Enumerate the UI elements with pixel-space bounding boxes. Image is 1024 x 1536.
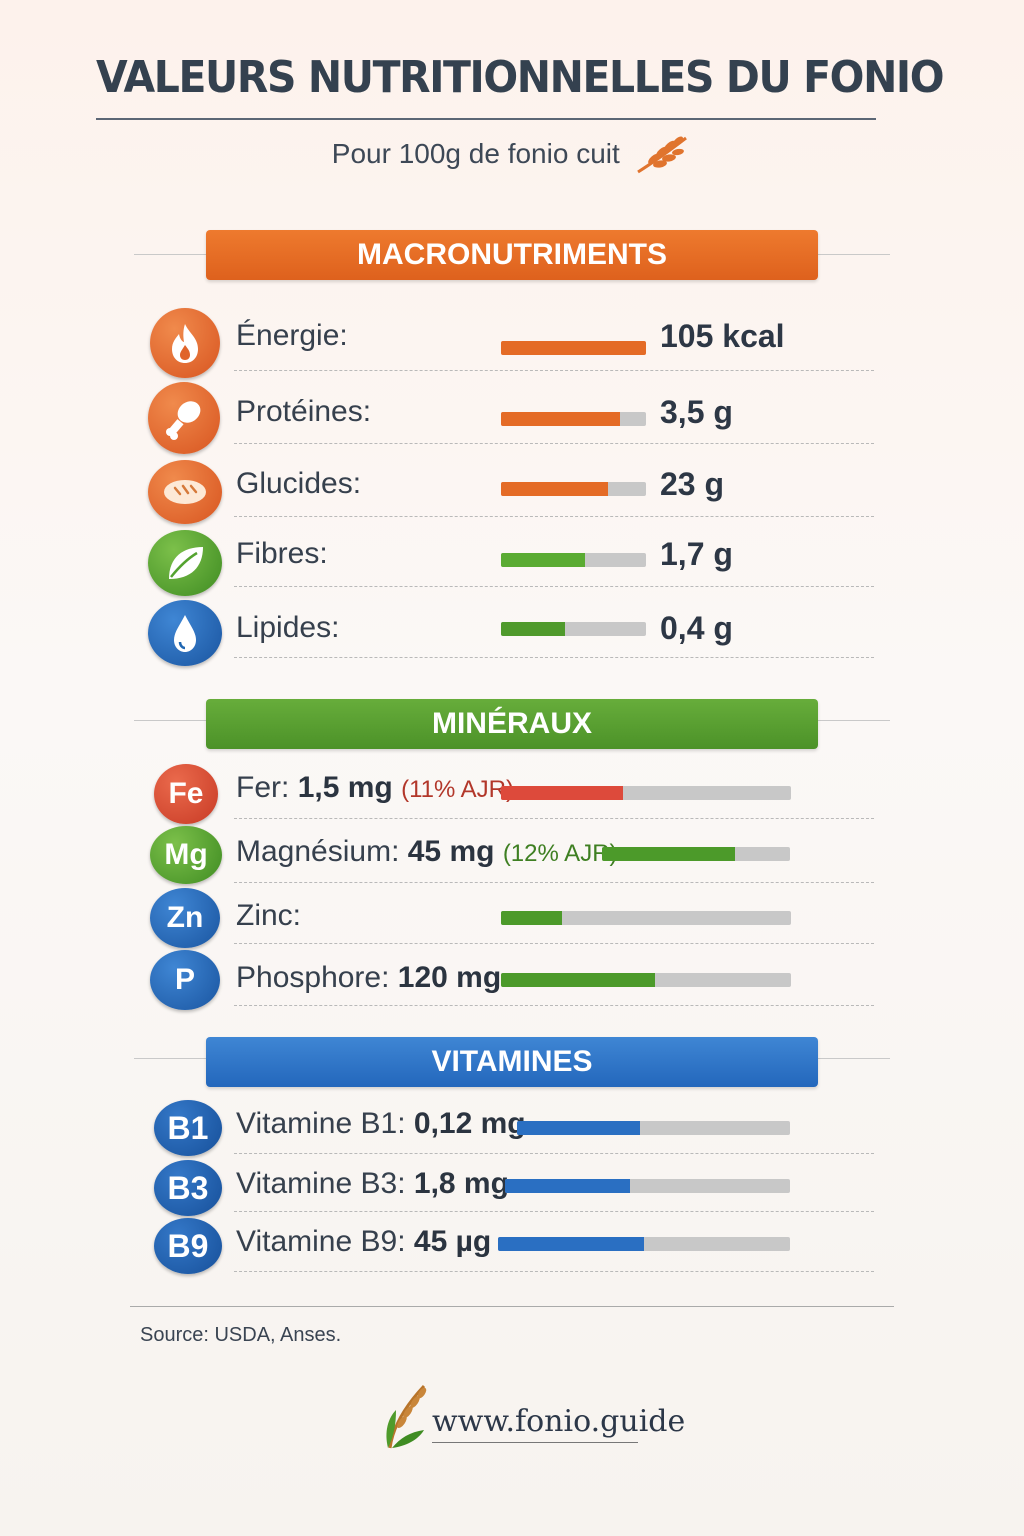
row-separator	[234, 370, 874, 371]
energy-bar	[501, 341, 646, 355]
magnesium-ajr: (12% AJR)	[502, 840, 618, 867]
iron-icon: Fe	[154, 764, 218, 824]
flame-icon	[150, 308, 220, 378]
fonio-logo-icon	[386, 1384, 427, 1449]
vitamin-b1-value: 0,12 mg	[413, 1107, 526, 1140]
carbs-bar-fill	[501, 482, 609, 496]
vitamin-b9-label: Vitamine B9:	[236, 1225, 406, 1258]
lipids-label: Lipides:	[236, 611, 340, 644]
vitamin-b9-row-text: Vitamine B9: 45 µg	[236, 1222, 491, 1262]
carbs-label: Glucides:	[236, 467, 362, 500]
zinc-bar-fill	[501, 911, 562, 925]
vitamin-b1-bar	[517, 1121, 790, 1135]
lipids-bar-fill	[501, 622, 565, 636]
carbs-value: 23 g	[660, 466, 725, 502]
phosphorus-icon: P	[150, 950, 220, 1010]
subtitle: Pour 100g de fonio cuit	[331, 138, 620, 169]
vitamin-b9-icon: B9	[154, 1218, 222, 1274]
phosphorus-bar-fill	[501, 973, 655, 987]
magnesium-row-text: Magnésium: 45 mg (12% AJR)	[236, 832, 618, 874]
zinc-row-text: Zinc:	[236, 896, 301, 936]
iron-value: 1,5 mg	[297, 771, 393, 804]
row-separator	[234, 586, 874, 587]
row-separator	[234, 818, 874, 819]
page-title: VALEURS NUTRITIONNELLES DU FONIO	[96, 52, 945, 103]
leaf-icon	[148, 530, 222, 596]
fiber-bar-fill	[501, 553, 586, 567]
website-underline	[432, 1442, 638, 1443]
energy-label: Énergie:	[236, 319, 348, 352]
vitamin-b1-label: Vitamine B1:	[236, 1107, 406, 1140]
vitamin-b3-bar	[505, 1179, 790, 1193]
iron-label: Fer:	[236, 771, 290, 804]
source-note: Source: USDA, Anses.	[140, 1324, 342, 1346]
website-link[interactable]: www.fonio.guide	[432, 1404, 686, 1439]
iron-ajr: (11% AJR)	[401, 776, 514, 803]
row-separator	[234, 943, 874, 944]
vitamin-b3-row-text: Vitamine B3: 1,8 mg	[236, 1164, 509, 1204]
vitamin-b9-bar	[498, 1237, 790, 1251]
row-separator	[234, 1211, 874, 1212]
macronutrients-banner: MACRONUTRIMENTS	[206, 230, 818, 280]
iron-bar-fill	[501, 786, 623, 800]
phosphorus-value: 120 mg	[397, 961, 502, 994]
fiber-bar	[501, 553, 646, 567]
vitamin-b9-value: 45 µg	[413, 1225, 492, 1258]
vitamin-b1-row-text: Vitamine B1: 0,12 mg	[236, 1104, 526, 1144]
fiber-label: Fibres:	[236, 537, 328, 570]
iron-row-text: Fer: 1,5 mg (11% AJR)	[236, 768, 514, 810]
magnesium-bar	[602, 847, 790, 861]
minerals-banner: MINÉRAUX	[206, 699, 818, 749]
vitamin-b1-icon: B1	[154, 1100, 222, 1156]
energy-bar-fill	[501, 341, 646, 355]
wheat-icon	[637, 136, 688, 174]
footer-divider	[130, 1306, 894, 1307]
phosphorus-bar	[501, 973, 791, 987]
lipids-bar	[501, 622, 646, 636]
drumstick-icon	[148, 382, 220, 454]
energy-value: 105 kcal	[660, 318, 785, 354]
row-separator	[234, 882, 874, 883]
iron-bar	[501, 786, 791, 800]
phosphorus-label: Phosphore:	[236, 961, 390, 994]
lipids-value: 0,4 g	[660, 610, 733, 646]
row-separator	[234, 443, 874, 444]
magnesium-icon: Mg	[150, 826, 222, 884]
proteins-label: Protéines:	[236, 395, 372, 428]
row-separator	[234, 1005, 874, 1006]
vitamin-b1-bar-fill	[517, 1121, 640, 1135]
proteins-value: 3,5 g	[660, 394, 733, 430]
water-drop-icon	[148, 600, 222, 666]
phosphorus-row-text: Phosphore: 120 mg	[236, 958, 501, 998]
magnesium-value: 45 mg	[407, 835, 495, 868]
carbs-bar	[501, 482, 646, 496]
row-separator	[234, 1153, 874, 1154]
zinc-label: Zinc:	[236, 899, 302, 932]
vitamin-b3-icon: B3	[154, 1160, 222, 1216]
vitamin-b9-bar-fill	[498, 1237, 644, 1251]
vitamin-b3-value: 1,8 mg	[413, 1167, 509, 1200]
website-block: www.fonio.guide	[380, 1378, 685, 1449]
title-underline	[96, 118, 876, 120]
zinc-icon: Zn	[150, 888, 220, 948]
proteins-bar	[501, 412, 646, 426]
magnesium-bar-fill	[602, 847, 736, 861]
row-separator	[234, 516, 874, 517]
vitamins-banner: VITAMINES	[206, 1037, 818, 1087]
row-separator	[234, 657, 874, 658]
fiber-value: 1,7 g	[660, 536, 733, 572]
vitamin-b3-bar-fill	[505, 1179, 631, 1193]
vitamin-b3-label: Vitamine B3:	[236, 1167, 406, 1200]
subtitle-row: Pour 100g de fonio cuit	[0, 132, 1024, 182]
row-separator	[234, 1271, 874, 1272]
zinc-bar	[501, 911, 791, 925]
magnesium-label: Magnésium:	[236, 835, 400, 868]
bread-icon	[148, 460, 222, 524]
proteins-bar-fill	[501, 412, 620, 426]
